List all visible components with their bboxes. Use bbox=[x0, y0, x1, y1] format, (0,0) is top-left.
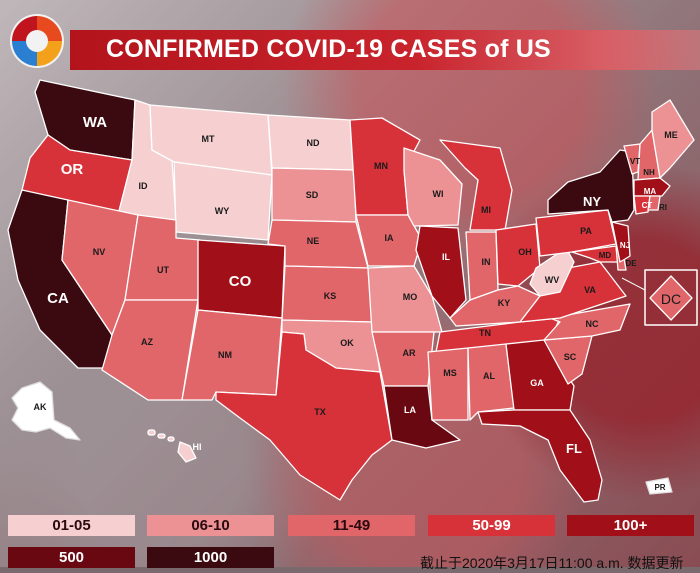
label-WI: WI bbox=[433, 189, 444, 199]
state-NY[interactable] bbox=[547, 149, 635, 223]
label-SD: SD bbox=[306, 190, 319, 200]
label-LA: LA bbox=[404, 405, 416, 415]
label-AZ: AZ bbox=[141, 337, 153, 347]
page-title: CONFIRMED COVID-19 CASES of US bbox=[106, 35, 551, 63]
label-PA: PA bbox=[580, 226, 592, 236]
label-TN: TN bbox=[479, 328, 491, 338]
label-PR: PR bbox=[654, 483, 665, 492]
label-GA: GA bbox=[530, 378, 544, 388]
state-MS[interactable] bbox=[427, 347, 469, 421]
label-ND: ND bbox=[307, 138, 320, 148]
state-MI[interactable] bbox=[439, 139, 513, 231]
state-LA[interactable] bbox=[383, 385, 461, 449]
label-NM: NM bbox=[218, 350, 232, 360]
label-OR: OR bbox=[61, 161, 84, 178]
logo-icon bbox=[10, 14, 64, 68]
label-MA: MA bbox=[644, 187, 657, 196]
label-NE: NE bbox=[307, 236, 320, 246]
label-SC: SC bbox=[564, 352, 577, 362]
state-WI[interactable] bbox=[403, 147, 463, 227]
label-MD: MD bbox=[599, 251, 612, 260]
label-MS: MS bbox=[443, 368, 457, 378]
legend-item-50-99: 50-99 bbox=[428, 515, 555, 536]
state-TX[interactable] bbox=[215, 331, 393, 501]
legend-label: 1000 bbox=[193, 549, 228, 566]
state-NJ[interactable] bbox=[611, 221, 631, 263]
state-PR[interactable] bbox=[645, 477, 673, 495]
label-WY: WY bbox=[215, 206, 230, 216]
state-HI[interactable] bbox=[147, 429, 197, 463]
legend-label: 01-05 bbox=[52, 517, 91, 534]
legend-label: 500 bbox=[58, 549, 85, 566]
update-note: 截止于2020年3月17日11:00 a.m. 数据更新 bbox=[420, 555, 684, 571]
label-KS: KS bbox=[324, 291, 337, 301]
label-HI: HI bbox=[193, 442, 202, 452]
state-CT[interactable] bbox=[633, 195, 651, 215]
state-WY[interactable] bbox=[173, 161, 273, 241]
label-ID: ID bbox=[139, 181, 149, 191]
legend-item-06-10: 06-10 bbox=[147, 515, 274, 536]
label-FL: FL bbox=[566, 441, 582, 456]
state-KY[interactable] bbox=[449, 285, 541, 327]
label-ME: ME bbox=[664, 130, 678, 140]
label-MO: MO bbox=[403, 292, 418, 302]
state-RI[interactable] bbox=[647, 195, 661, 211]
label-AR: AR bbox=[403, 348, 416, 358]
state-NM[interactable] bbox=[181, 309, 283, 401]
label-DC: DC bbox=[661, 291, 681, 307]
state-OH[interactable] bbox=[495, 223, 541, 287]
state-AL[interactable] bbox=[467, 343, 515, 421]
state-DC[interactable] bbox=[649, 275, 693, 321]
label-IL: IL bbox=[442, 252, 451, 262]
title-banner: CONFIRMED COVID-19 CASES of US bbox=[70, 30, 700, 70]
label-KY: KY bbox=[498, 298, 511, 308]
legend-label: 11-49 bbox=[332, 517, 371, 534]
legend-item-11-49: 11-49 bbox=[288, 515, 415, 536]
label-NY: NY bbox=[583, 194, 601, 209]
label-MN: MN bbox=[374, 161, 388, 171]
label-UT: UT bbox=[157, 265, 169, 275]
label-WA: WA bbox=[83, 114, 107, 131]
label-VA: VA bbox=[584, 285, 596, 295]
label-DE: DE bbox=[625, 259, 637, 268]
label-RI: RI bbox=[659, 203, 667, 212]
label-CT: CT bbox=[642, 201, 653, 210]
label-OH: OH bbox=[518, 247, 532, 257]
legend-item-1000: 1000 bbox=[147, 547, 274, 568]
state-FL[interactable] bbox=[477, 409, 603, 503]
label-MT: MT bbox=[202, 134, 215, 144]
label-MI: MI bbox=[481, 205, 491, 215]
label-NH: NH bbox=[643, 168, 655, 177]
state-MD[interactable] bbox=[571, 245, 619, 263]
label-OK: OK bbox=[340, 338, 354, 348]
legend-item-100plus: 100+ bbox=[567, 515, 694, 536]
legend-label: 50-99 bbox=[472, 517, 511, 534]
label-CO: CO bbox=[229, 273, 252, 290]
label-NJ: NJ bbox=[620, 241, 630, 250]
legend-label: 06-10 bbox=[191, 517, 230, 534]
label-WV: WV bbox=[545, 275, 560, 285]
label-AK: AK bbox=[34, 402, 47, 412]
state-MA[interactable] bbox=[633, 177, 671, 197]
label-CA: CA bbox=[47, 290, 69, 307]
label-AL: AL bbox=[483, 371, 495, 381]
label-VT: VT bbox=[630, 157, 640, 166]
state-GA[interactable] bbox=[505, 339, 575, 411]
state-MO[interactable] bbox=[367, 265, 443, 333]
state-ME[interactable] bbox=[651, 99, 695, 179]
state-AK[interactable] bbox=[11, 381, 81, 441]
label-IN: IN bbox=[482, 257, 491, 267]
label-NC: NC bbox=[586, 319, 599, 329]
legend-label: 100+ bbox=[613, 517, 648, 534]
state-NC[interactable] bbox=[543, 303, 631, 341]
label-TX: TX bbox=[314, 407, 326, 417]
legend-item-01-05: 01-05 bbox=[8, 515, 135, 536]
label-IA: IA bbox=[385, 233, 395, 243]
label-NV: NV bbox=[93, 247, 106, 257]
legend-item-500: 500 bbox=[8, 547, 135, 568]
